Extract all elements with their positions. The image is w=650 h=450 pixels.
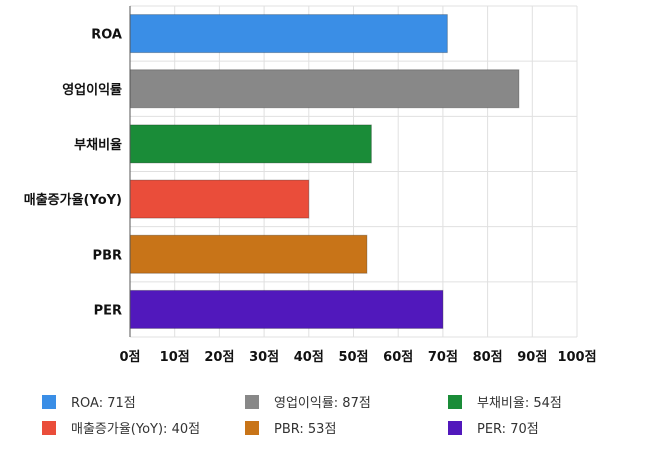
x-tick-labels: 0점 10점 20점 30점 40점 50점 60점 70점 80점 90점 100점 <box>119 350 596 365</box>
legend-item[interactable]: 부채비율: 54점 <box>448 392 562 411</box>
legend-item[interactable]: PBR: 53점 <box>245 418 336 437</box>
legend-label: PER: 70점 <box>477 422 539 437</box>
legend-item[interactable]: PER: 70점 <box>448 418 539 437</box>
bar[interactable] <box>129 124 372 164</box>
bar[interactable] <box>129 14 448 54</box>
x-tick-label: 50점 <box>338 350 368 365</box>
x-tick-label: 0점 <box>119 350 140 365</box>
bar[interactable] <box>129 179 310 219</box>
bar[interactable] <box>129 234 368 274</box>
legend-item[interactable]: 매출증가율(YoY): 40점 <box>42 418 200 437</box>
category-label: PBR <box>93 248 122 263</box>
legend-swatch <box>448 420 462 435</box>
bar[interactable] <box>129 69 520 109</box>
grid-lines <box>129 5 578 338</box>
x-tick-label: 60점 <box>383 350 413 365</box>
x-tick-label: 90점 <box>517 350 547 365</box>
legend-label: 매출증가율(YoY): 40점 <box>71 422 201 437</box>
category-label: 영업이익률 <box>62 82 122 98</box>
legend-label: 부채비율: 54점 <box>477 396 562 411</box>
legend-label: ROA: 71점 <box>71 396 136 411</box>
legend-swatch <box>245 394 259 409</box>
category-label: ROA <box>91 28 122 43</box>
legend-swatch <box>42 420 56 435</box>
legend-swatch <box>245 420 259 435</box>
x-tick-label: 70점 <box>428 350 458 365</box>
x-tick-label: 20점 <box>204 350 234 365</box>
legend-item[interactable]: 영업이익률: 87점 <box>245 392 371 411</box>
category-label: 매출증가율(YoY) <box>24 192 122 208</box>
legend-swatch <box>42 394 56 409</box>
category-label: 부채비율 <box>74 137 122 153</box>
x-tick-label: 100점 <box>557 350 596 365</box>
legend-item[interactable]: ROA: 71점 <box>42 392 136 411</box>
x-tick-label: 30점 <box>249 350 279 365</box>
legend-label: PBR: 53점 <box>274 422 337 437</box>
x-tick-label: 80점 <box>473 350 503 365</box>
category-label: PER <box>94 303 122 318</box>
bar[interactable] <box>129 289 444 329</box>
bars <box>129 14 520 329</box>
legend-label: 영업이익률: 87점 <box>274 396 371 411</box>
legend-swatch <box>448 394 462 409</box>
x-tick-label: 40점 <box>294 350 324 365</box>
x-tick-label: 10점 <box>160 350 190 365</box>
